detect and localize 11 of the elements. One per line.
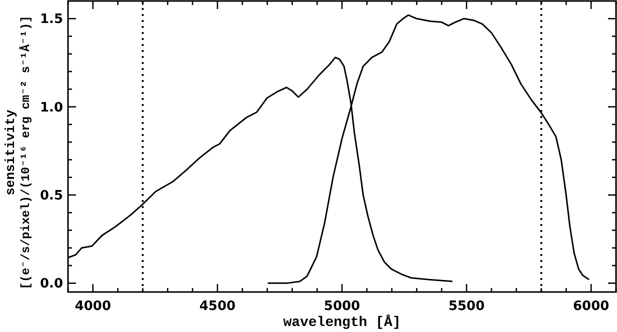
y-tick-label: 1.0 (40, 100, 63, 116)
y-tick-label: 0.0 (40, 276, 63, 292)
y-tick-label: 1.5 (40, 12, 63, 28)
x-tick-label: 5000 (324, 299, 360, 314)
y-tick-label: 0.5 (40, 188, 63, 204)
x-axis-title: wavelength [Å] (283, 314, 401, 331)
x-tick-label: 5500 (448, 299, 485, 314)
y-axis-title: sensitivity [(e⁻/s/pixel)/(10⁻¹⁶ erg cm⁻² s⁻¹Å⁻¹)] (3, 16, 33, 290)
x-tick-label: 4500 (199, 299, 236, 314)
x-tick-label: 4000 (74, 299, 112, 314)
x-tick-label: 6000 (572, 299, 610, 314)
